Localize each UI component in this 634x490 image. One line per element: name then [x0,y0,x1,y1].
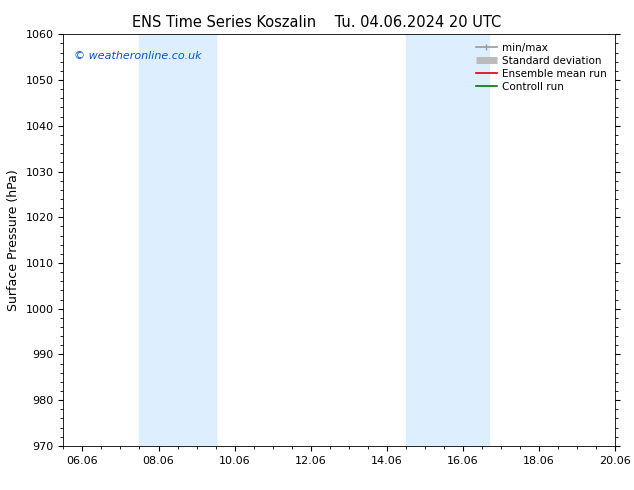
Bar [406,34,489,446]
Text: ENS Time Series Koszalin    Tu. 04.06.2024 20 UTC: ENS Time Series Koszalin Tu. 04.06.2024 … [133,15,501,30]
Text: © weatheronline.co.uk: © weatheronline.co.uk [74,51,202,61]
Legend: min/max, Standard deviation, Ensemble mean run, Controll run: min/max, Standard deviation, Ensemble me… [473,40,610,95]
Bar [139,34,216,446]
Y-axis label: Surface Pressure (hPa): Surface Pressure (hPa) [7,169,20,311]
